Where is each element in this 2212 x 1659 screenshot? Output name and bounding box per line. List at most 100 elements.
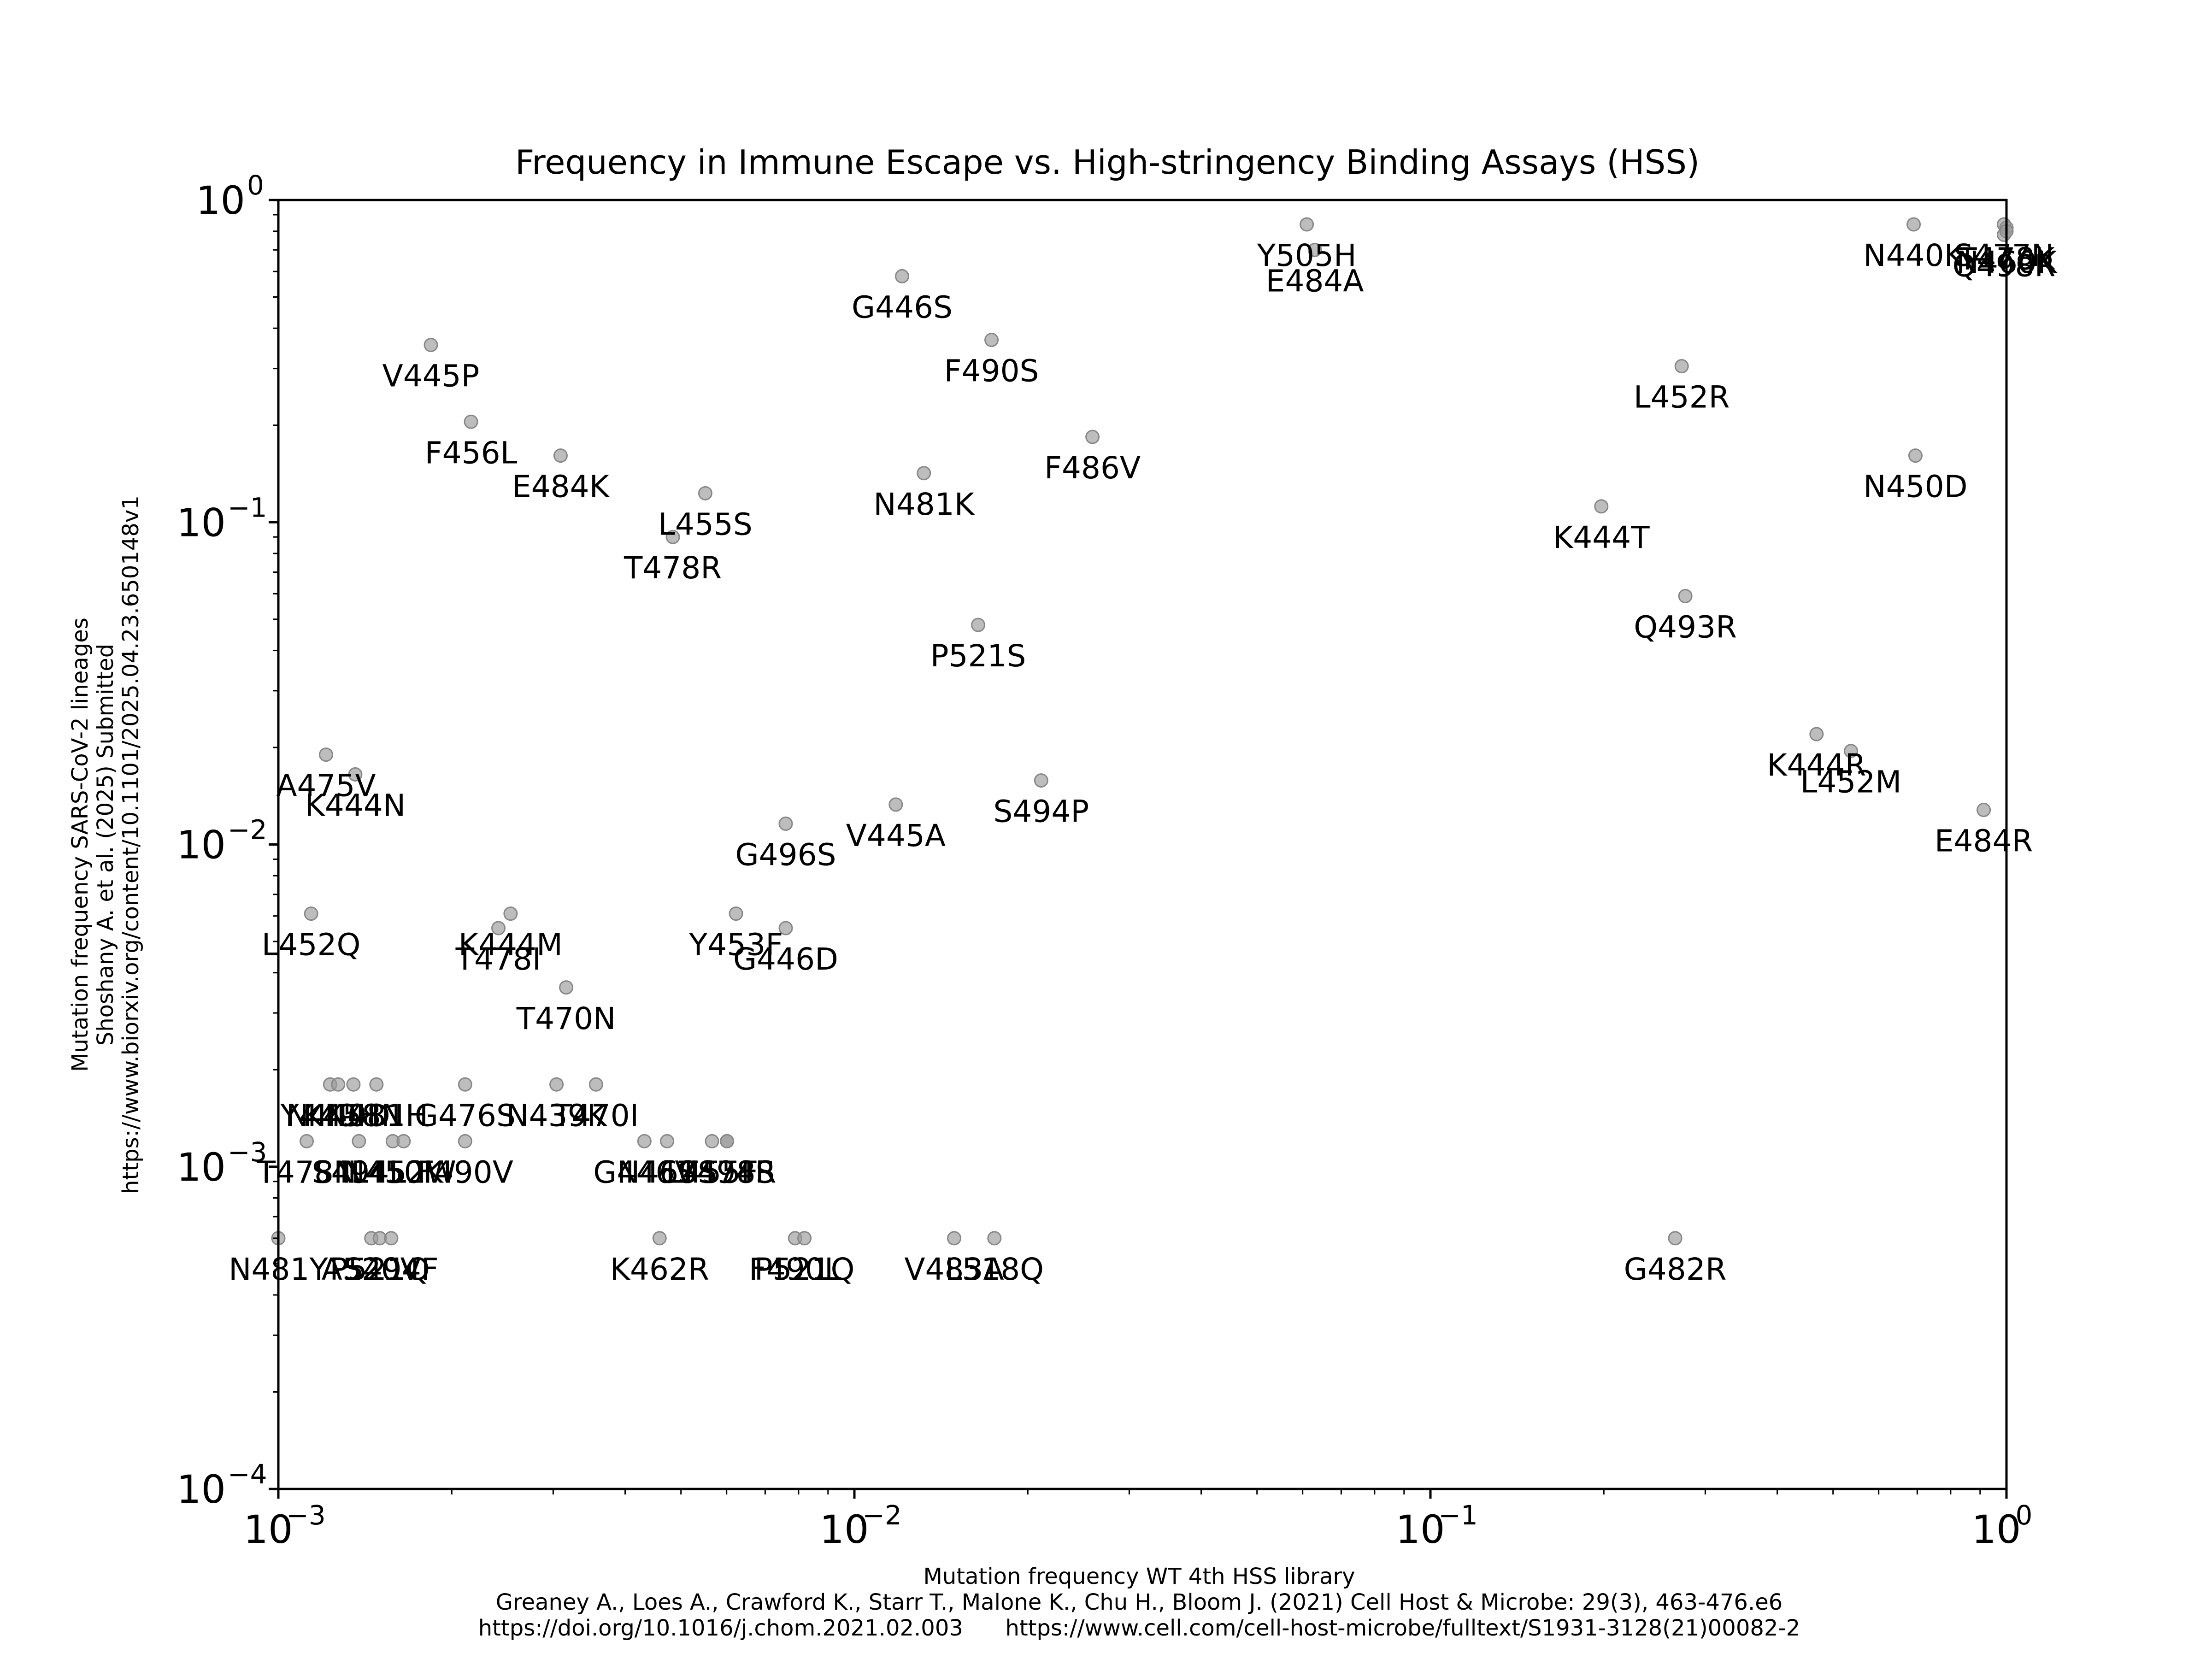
y-tick-label: 10 — [196, 178, 245, 223]
data-point — [458, 1134, 472, 1148]
data-point — [665, 529, 680, 544]
point-label: G476S — [415, 1098, 516, 1133]
point-label: S477N — [1954, 238, 2054, 273]
x-tick-label: 10 — [820, 1507, 869, 1552]
x-tick-label-exponent: −1 — [1438, 1500, 1478, 1531]
data-point — [729, 906, 743, 921]
point-label: L518Q — [945, 1252, 1044, 1287]
point-label: F490V — [417, 1154, 513, 1190]
data-point — [917, 466, 931, 481]
x-axis-label-line-1: Mutation frequency WT 4th HSS library — [923, 1564, 1355, 1589]
point-label: K444N — [305, 788, 406, 823]
data-point — [652, 1231, 667, 1246]
data-point — [1300, 217, 1314, 232]
y-axis-label-line-3: https://www.biorxiv.org/content/10.1101/… — [118, 495, 144, 1194]
data-point — [318, 747, 333, 762]
point-label: G446V — [593, 1154, 695, 1190]
point-label: G446D — [733, 941, 838, 977]
x-axis-label-line-3: https://doi.org/10.1016/j.chom.2021.02.0… — [478, 1615, 1800, 1641]
y-tick-label: 10 — [176, 500, 226, 545]
x-tick-label: 10 — [1972, 1507, 2021, 1552]
point-label: F490L — [749, 1252, 841, 1287]
y-tick-label-exponent: −4 — [228, 1459, 267, 1490]
point-labels: Y505HE484AN440KS477NT478KQ498RN460KG446S… — [229, 238, 2058, 1287]
point-label: K444R — [1767, 747, 1866, 783]
data-point — [464, 414, 478, 429]
data-point — [984, 333, 999, 347]
data-point — [491, 921, 506, 935]
y-axis-label-line-1: Mutation frequency SARS-CoV-2 lineages — [67, 618, 93, 1072]
point-label: E484K — [512, 469, 610, 505]
point-label: A475V — [276, 768, 376, 804]
point-label: S494L — [312, 1154, 406, 1190]
data-point — [1906, 217, 1921, 232]
data-point — [1034, 773, 1048, 788]
point-label: V483A — [904, 1252, 1004, 1287]
y-tick-label: 10 — [176, 1467, 226, 1512]
data-point — [549, 1077, 564, 1092]
data-point — [888, 797, 903, 812]
data-point — [797, 1231, 812, 1246]
point-label: N481H — [324, 1098, 428, 1133]
data-point — [947, 1231, 961, 1246]
y-tick-label-exponent: −2 — [228, 814, 267, 846]
data-point — [369, 1077, 384, 1092]
point-label: L452Q — [262, 927, 361, 963]
point-label: N450K — [342, 1154, 444, 1190]
data-point — [1085, 429, 1100, 444]
data-point — [1843, 744, 1858, 759]
y-tick-label-exponent: −3 — [228, 1136, 267, 1168]
point-label: G446S — [852, 289, 953, 325]
point-label: V445A — [846, 818, 946, 853]
point-label: F486V — [1044, 450, 1141, 486]
data-point — [778, 921, 793, 935]
point-label: E484R — [1935, 824, 2033, 859]
data-point — [720, 1134, 735, 1148]
point-label: N481K — [873, 487, 975, 522]
data-point — [553, 448, 568, 463]
data-point — [559, 980, 574, 995]
point-label: E484A — [1266, 263, 1364, 299]
point-label: L452W — [351, 1154, 456, 1190]
y-tick-label-exponent: −1 — [228, 492, 267, 523]
x-tick-label: 10 — [244, 1507, 293, 1552]
point-label: Y453F — [688, 927, 783, 963]
data-point — [987, 1231, 1002, 1246]
point-label: Q493R — [1634, 609, 1737, 645]
point-label: S494P — [994, 794, 1089, 830]
data-point — [458, 1077, 472, 1092]
point-label: K462R — [610, 1252, 709, 1287]
data-point — [348, 767, 363, 782]
y-tick-label: 10 — [176, 823, 226, 868]
data-point — [971, 618, 986, 632]
x-tick-label: 10 — [1396, 1507, 1445, 1552]
point-label: K444M — [459, 927, 563, 963]
x-tick-label-exponent: −3 — [286, 1500, 326, 1531]
data-point — [331, 1077, 346, 1092]
y-axis-label-line-2: Shoshany A. et al. (2025) Submitted — [93, 644, 118, 1046]
point-label: L455F — [666, 1154, 759, 1190]
x-axis-ticks: 10−3 10−2 10−1 100 — [244, 1489, 2032, 1552]
data-point — [705, 1134, 719, 1148]
y-tick-label-exponent: 0 — [247, 170, 264, 201]
point-label: L452M — [1800, 765, 1902, 800]
data-point — [424, 338, 438, 353]
data-point — [300, 1134, 314, 1148]
chart-title: Frequency in Immune Escape vs. High-stri… — [515, 143, 1700, 182]
scatter-points — [271, 217, 2014, 1246]
point-label: T478N — [257, 1154, 357, 1190]
data-point — [1809, 727, 1824, 741]
plot-area-frame — [277, 199, 2008, 1490]
data-point — [1668, 1231, 1683, 1246]
data-point — [1674, 359, 1689, 374]
point-label: Y449H — [280, 1098, 380, 1133]
point-label: T470I — [553, 1098, 639, 1133]
point-label: N440D — [286, 1098, 390, 1133]
data-point — [894, 269, 909, 283]
point-label: G482R — [1624, 1252, 1727, 1287]
point-label: S494F — [344, 1252, 439, 1287]
point-label: K444T — [1553, 520, 1650, 555]
y-tick-label: 10 — [176, 1145, 226, 1190]
point-label: N440K — [1863, 238, 1965, 273]
